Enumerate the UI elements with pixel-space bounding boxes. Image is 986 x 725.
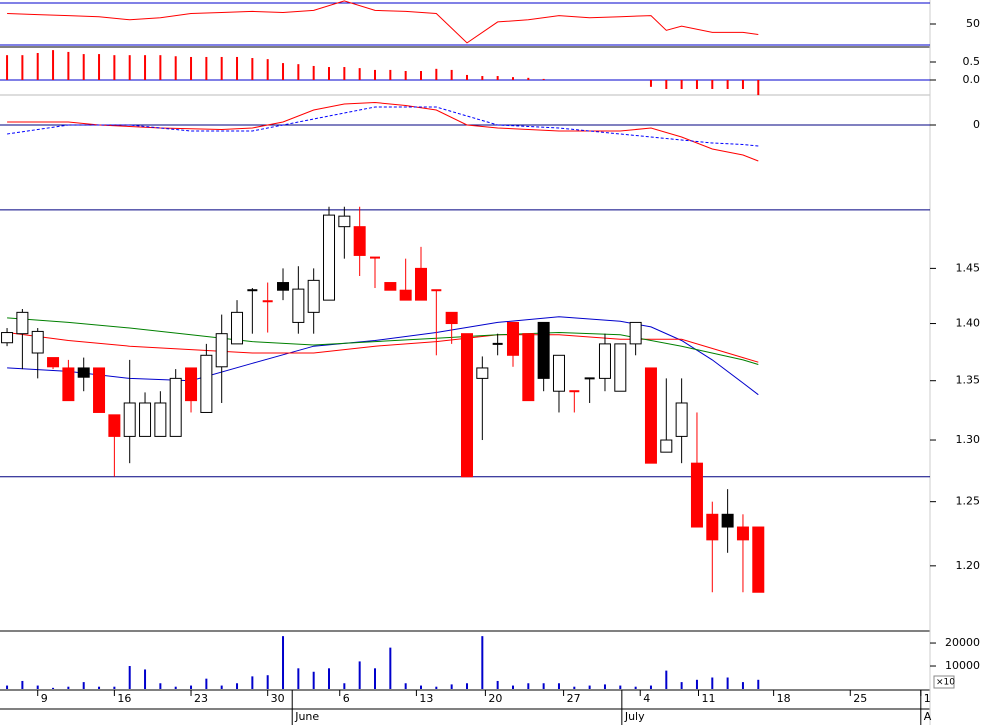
month-label: June xyxy=(294,710,319,723)
candle-body xyxy=(598,343,611,379)
y-tick-label: 1.40 xyxy=(956,317,981,330)
candle-body xyxy=(399,289,412,301)
moving-average xyxy=(7,316,759,396)
y-tick-label: 0 xyxy=(973,118,980,131)
candle-body xyxy=(31,330,44,354)
candle-body xyxy=(323,214,336,301)
candle-body xyxy=(16,311,29,335)
candle-body xyxy=(537,321,550,379)
y-tick-label: 50 xyxy=(966,17,980,30)
candle-body xyxy=(629,321,642,345)
candle-body xyxy=(675,402,688,437)
candle-body xyxy=(169,377,182,437)
candle-body xyxy=(752,526,765,593)
y-tick-label: 1.25 xyxy=(956,495,981,508)
x-tick-label: 18 xyxy=(777,692,791,705)
candle-body xyxy=(614,343,627,392)
y-tick-label: 1.20 xyxy=(956,559,981,572)
candle-body xyxy=(307,279,320,313)
candle-body xyxy=(47,357,60,368)
candle-body xyxy=(200,354,213,413)
candle-body xyxy=(62,367,75,402)
y-tick-label: 0.0 xyxy=(963,73,981,86)
x-tick-label: 25 xyxy=(853,692,867,705)
candle-body xyxy=(353,226,366,256)
candle-body xyxy=(139,402,152,437)
y-tick-label: 0.5 xyxy=(963,55,981,68)
x-tick-label: 1 xyxy=(924,692,931,705)
series-line xyxy=(7,106,759,147)
candle-body xyxy=(123,402,136,437)
candle-body xyxy=(476,367,489,379)
y-tick-label: 1.30 xyxy=(956,433,981,446)
candle-body xyxy=(108,414,121,437)
series-line xyxy=(7,101,759,162)
x-tick-label: 20 xyxy=(488,692,502,705)
x-tick-label: 30 xyxy=(271,692,285,705)
candle-body xyxy=(185,367,198,402)
candle-body xyxy=(292,288,305,323)
candle-body xyxy=(644,367,657,464)
candle-body xyxy=(277,282,290,291)
candle-body xyxy=(690,462,703,528)
moving-average xyxy=(7,332,759,363)
candle-body xyxy=(460,333,473,478)
candle-body xyxy=(706,513,719,541)
multiplier-box xyxy=(933,675,955,689)
candle-body xyxy=(522,333,535,402)
y-tick-label: 1.35 xyxy=(956,374,981,387)
candle-body xyxy=(154,402,167,437)
x-tick-label: 13 xyxy=(419,692,433,705)
x-tick-label: 9 xyxy=(41,692,48,705)
x-tick-label: 23 xyxy=(194,692,208,705)
candle-body xyxy=(1,332,14,344)
month-label: July xyxy=(624,710,645,723)
x-tick-label: 11 xyxy=(701,692,715,705)
candle-body xyxy=(77,367,90,378)
candle-body xyxy=(231,311,244,345)
candle-body xyxy=(721,513,734,528)
candle-body xyxy=(506,321,519,356)
series-line xyxy=(7,0,759,44)
y-tick-label: 1.45 xyxy=(956,261,981,274)
moving-average xyxy=(7,317,759,365)
x-tick-label: 16 xyxy=(117,692,131,705)
candle-body xyxy=(414,267,427,301)
x-tick-label: 4 xyxy=(643,692,650,705)
y-tick-label: 10000 xyxy=(945,659,980,672)
month-label: A xyxy=(924,710,932,723)
candle-body xyxy=(552,354,565,392)
candle-body xyxy=(660,439,673,453)
candle-body xyxy=(736,526,749,541)
x-tick-label: 27 xyxy=(567,692,581,705)
y-tick-label: 20000 xyxy=(945,636,980,649)
candle-body xyxy=(93,367,106,413)
candle-body xyxy=(445,311,458,325)
candle-body xyxy=(215,333,228,368)
x-tick-label: 6 xyxy=(343,692,350,705)
candle-body xyxy=(338,215,351,228)
candle-body xyxy=(384,282,397,291)
multiplier-label: ×10 xyxy=(936,678,955,688)
